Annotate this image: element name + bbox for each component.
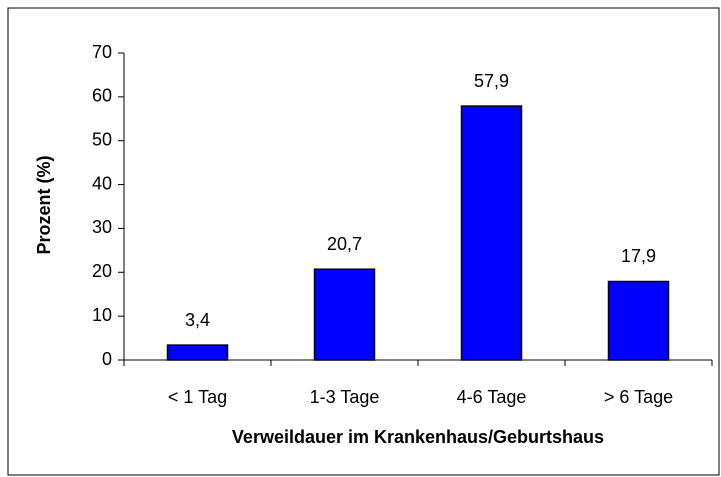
y-tick-label: 30 (92, 217, 112, 237)
x-axis-label: Verweildauer im Krankenhaus/Geburtshaus (232, 427, 604, 447)
value-label: 3,4 (185, 310, 210, 330)
chart-frame (7, 7, 720, 476)
value-label: 17,9 (621, 246, 656, 266)
x-tick-label: 1-3 Tage (310, 387, 380, 407)
y-tick-label: 0 (102, 349, 112, 369)
x-tick-label: < 1 Tag (168, 387, 227, 407)
bar (460, 105, 523, 361)
bar (607, 280, 670, 361)
x-tick-label: > 6 Tage (604, 387, 673, 407)
value-label: 57,9 (474, 71, 509, 91)
value-label: 20,7 (327, 234, 362, 254)
y-tick-label: 70 (92, 42, 112, 62)
y-tick-label: 20 (92, 261, 112, 281)
y-tick-label: 10 (92, 305, 112, 325)
bar (166, 344, 229, 361)
x-tick-label: 4-6 Tage (457, 387, 527, 407)
y-tick-label: 50 (92, 129, 112, 149)
bar (313, 268, 376, 361)
y-tick-label: 40 (92, 173, 112, 193)
y-axis-label: Prozent (%) (34, 155, 54, 254)
y-tick-label: 60 (92, 86, 112, 106)
